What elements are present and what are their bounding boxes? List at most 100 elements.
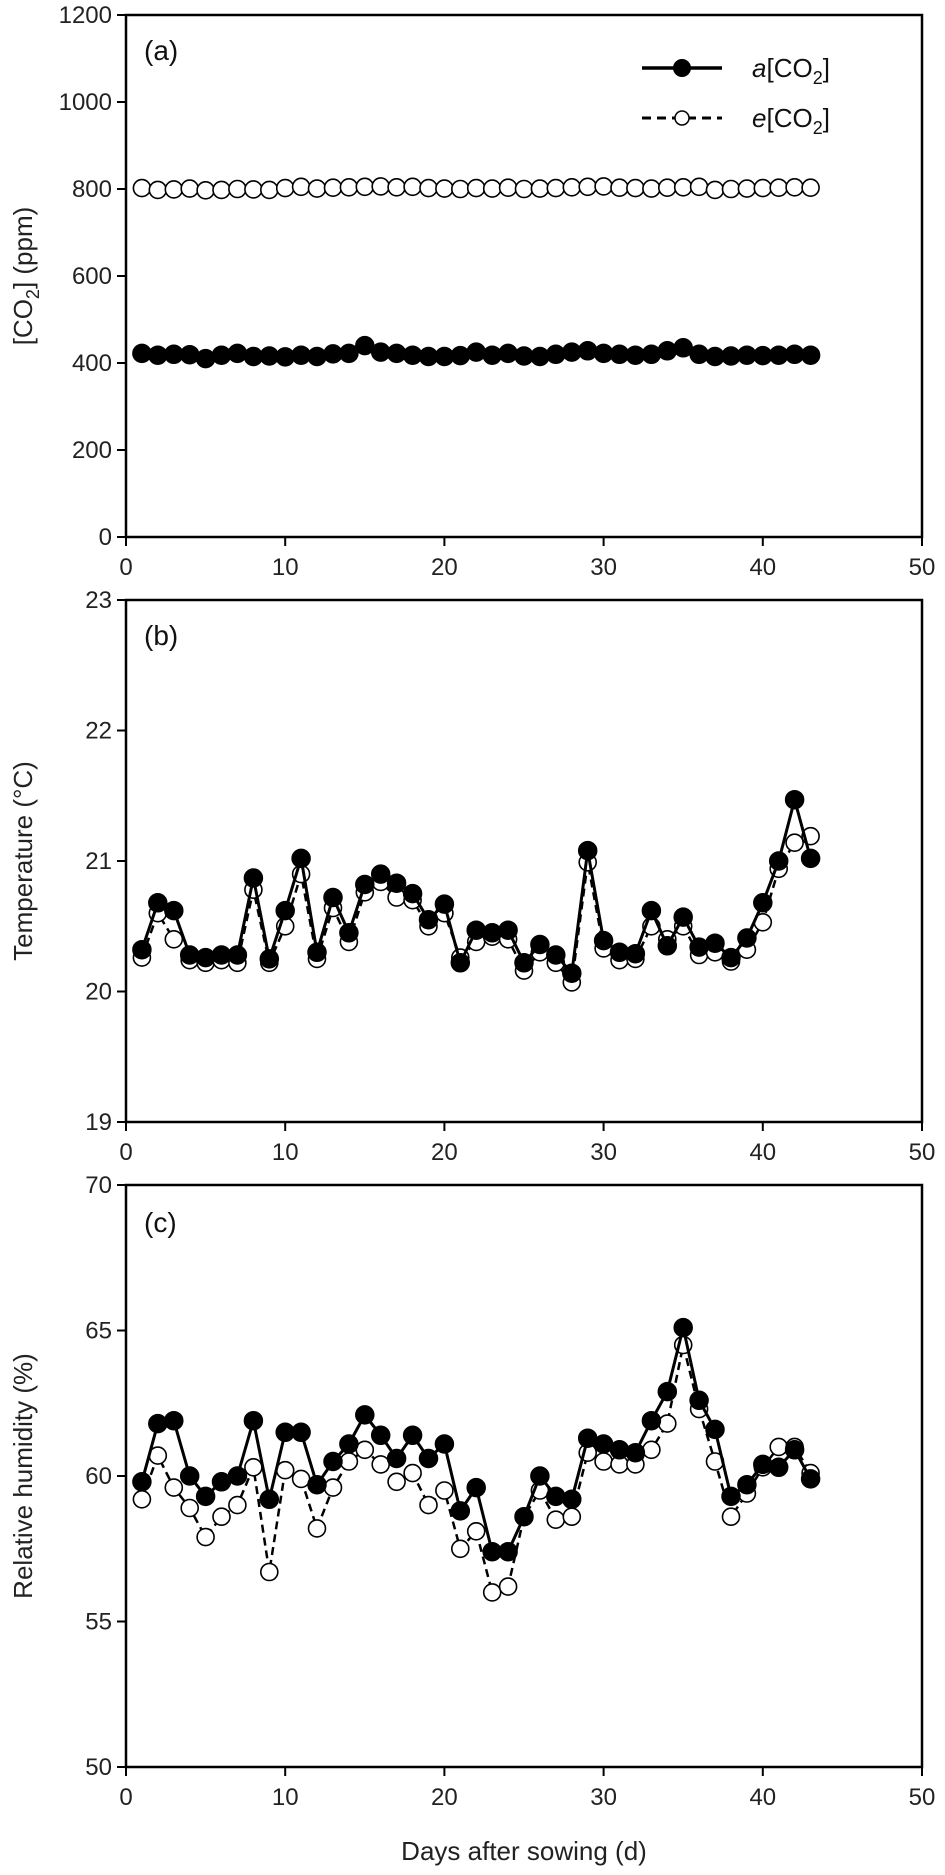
data-point-ambient	[339, 923, 359, 943]
data-point-elevated	[769, 1437, 789, 1457]
data-point-elevated	[132, 1490, 152, 1509]
data-point-elevated	[259, 1562, 279, 1582]
data-point-ambient	[784, 789, 805, 810]
data-point-ambient	[641, 900, 662, 921]
data-point-ambient	[450, 345, 471, 366]
data-point-elevated	[371, 177, 391, 196]
data-point-elevated	[498, 1577, 518, 1596]
x-tick-label: 30	[590, 1139, 617, 1166]
data-point-elevated	[180, 179, 199, 198]
data-point-ambient	[195, 348, 216, 369]
data-point-ambient	[466, 920, 486, 940]
legend-marker-ambient	[673, 59, 691, 77]
data-point-ambient	[179, 945, 200, 965]
data-point-ambient	[148, 1413, 168, 1434]
data-point-elevated	[769, 178, 789, 197]
data-point-elevated	[387, 1472, 406, 1492]
x-ticks: 0 10 20 30 40 50	[119, 1767, 935, 1811]
data-point-elevated	[594, 1452, 613, 1471]
data-point-ambient	[323, 887, 343, 908]
data-point-ambient	[498, 920, 518, 940]
data-point-ambient	[530, 346, 550, 367]
data-point-elevated	[403, 177, 422, 197]
y-tick-label: 1200	[59, 2, 112, 29]
plot-area	[132, 789, 821, 992]
y-tick-label: 200	[72, 437, 112, 464]
data-point-elevated	[132, 178, 152, 198]
data-point-ambient	[609, 1440, 630, 1460]
data-point-ambient	[562, 963, 582, 983]
data-point-ambient	[514, 953, 534, 973]
panel-temperature: (b) Temperature (°C) 0 10 20 30 40 50 19 20 21 2…	[8, 587, 935, 1166]
data-point-ambient	[434, 894, 455, 914]
data-point-elevated	[626, 178, 645, 198]
data-point-elevated	[212, 1507, 231, 1526]
y-axis-title: Relative humidity (%)	[8, 1353, 38, 1599]
panel-label: (c)	[144, 1207, 177, 1238]
data-point-ambient	[148, 893, 168, 913]
data-point-ambient	[307, 1474, 327, 1495]
data-point-ambient	[577, 840, 598, 861]
data-point-ambient	[800, 1469, 821, 1489]
legend: a[CO2] e[CO2]	[642, 53, 830, 138]
data-point-ambient	[355, 1405, 375, 1425]
data-point-elevated	[801, 178, 820, 197]
data-point-ambient	[482, 345, 502, 365]
data-point-ambient	[689, 344, 709, 365]
data-point-ambient	[800, 848, 821, 869]
data-point-ambient	[625, 943, 646, 964]
data-point-elevated	[482, 1583, 502, 1602]
y-ticks: 19 20 21 22 23	[85, 587, 126, 1136]
data-point-ambient	[386, 873, 407, 893]
y-ticks: 50 55 60 65 70	[85, 1172, 126, 1781]
data-point-elevated	[657, 178, 677, 197]
legend-label-elevated: e[CO2]	[752, 103, 830, 138]
data-point-elevated	[785, 833, 804, 853]
data-point-ambient	[132, 1472, 152, 1492]
x-tick-label: 30	[590, 554, 617, 581]
data-point-ambient	[625, 1442, 646, 1463]
y-tick-label: 55	[85, 1609, 112, 1636]
y-tick-label: 65	[85, 1318, 112, 1345]
legend-marker-elevated	[674, 110, 690, 126]
y-tick-label: 20	[85, 979, 112, 1006]
data-point-elevated	[673, 178, 693, 197]
data-point-ambient	[689, 937, 709, 957]
data-point-elevated	[546, 1510, 566, 1529]
data-point-ambient	[132, 939, 152, 960]
data-point-ambient	[593, 930, 614, 951]
data-point-elevated	[721, 179, 741, 199]
data-point-elevated	[355, 1440, 375, 1460]
data-point-ambient	[800, 345, 821, 365]
x-ticks: 0 10 20 30 40 50	[119, 537, 935, 581]
data-point-elevated	[180, 1498, 199, 1518]
data-point-elevated	[291, 1469, 311, 1489]
data-point-elevated	[785, 178, 804, 197]
x-tick-label: 40	[749, 1784, 776, 1811]
x-tick-label: 10	[272, 554, 299, 581]
data-point-elevated	[339, 1452, 359, 1471]
data-point-elevated	[196, 1527, 215, 1547]
y-tick-label: 19	[85, 1109, 112, 1136]
data-point-ambient	[291, 1422, 311, 1443]
plot-frame	[124, 13, 924, 539]
y-tick-label: 1000	[59, 89, 112, 116]
data-point-ambient	[418, 1448, 439, 1469]
data-point-elevated	[689, 177, 709, 197]
data-point-ambient	[195, 1486, 216, 1507]
data-point-elevated	[323, 1478, 343, 1497]
x-tick-label: 40	[749, 554, 776, 581]
data-point-ambient	[466, 1477, 486, 1498]
data-point-ambient	[498, 343, 518, 364]
panel-humidity: (c) Relative humidity (%) 0 10 20 30 40 50 50…	[8, 1172, 935, 1866]
data-point-ambient	[243, 1410, 264, 1431]
data-point-elevated	[657, 1414, 677, 1433]
data-point-elevated	[466, 178, 486, 198]
data-point-elevated	[435, 1481, 454, 1500]
data-point-ambient	[386, 1448, 407, 1469]
data-point-elevated	[228, 1495, 247, 1515]
legend-entry-ambient: a[CO2]	[642, 53, 830, 88]
data-point-elevated	[419, 1495, 438, 1515]
x-axis-title: Days after sowing (d)	[401, 1836, 647, 1866]
data-point-ambient	[450, 953, 471, 973]
